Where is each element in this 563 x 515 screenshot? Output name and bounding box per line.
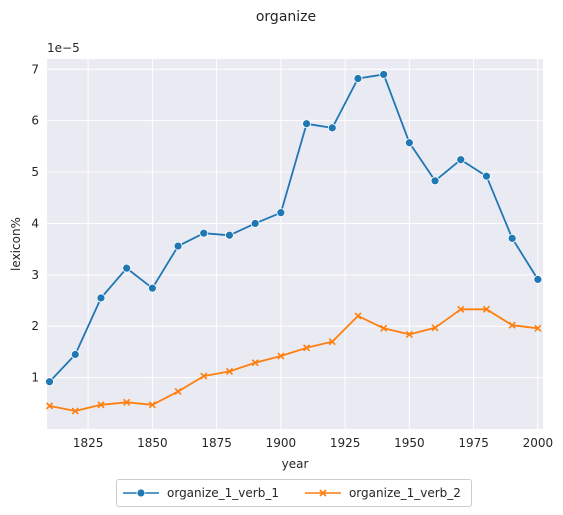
- data-point: [482, 305, 491, 313]
- y-tick-label: 2: [31, 319, 39, 333]
- data-point: [482, 171, 491, 181]
- y-tick-label: 5: [31, 165, 39, 179]
- x-tick-label: 1975: [458, 436, 489, 450]
- legend-circle-marker-icon: [123, 488, 159, 498]
- legend: organize_1_verb_1 organize_1_verb_2: [116, 479, 472, 507]
- data-point: [379, 70, 389, 79]
- data-point: [147, 283, 157, 293]
- x-tick-label: 1900: [266, 436, 297, 450]
- data-point: [174, 387, 182, 396]
- data-point: [200, 372, 208, 380]
- data-point: [533, 275, 543, 284]
- data-point: [45, 377, 54, 387]
- legend-label-series-1: organize_1_verb_1: [167, 486, 279, 500]
- legend-label-series-2: organize_1_verb_2: [348, 486, 461, 500]
- series-line: [49, 308, 539, 412]
- legend-item-series-2: organize_1_verb_2: [304, 486, 461, 500]
- y-multiplier-label: 1e−5: [47, 41, 80, 55]
- data-point: [328, 338, 336, 346]
- data-point: [534, 324, 542, 332]
- chart-title: organize: [256, 9, 316, 25]
- series-layer: [45, 70, 543, 415]
- x-tick-label: 2000: [523, 436, 554, 450]
- grid: [47, 59, 543, 429]
- y-axis-ticks: 1 2 3 4 5 6 7: [31, 62, 39, 384]
- x-tick-label: 1875: [201, 436, 232, 450]
- legend-item-series-1: organize_1_verb_1: [123, 486, 279, 500]
- data-point: [327, 123, 337, 133]
- data-point: [123, 398, 131, 406]
- y-axis-label: lexicon%: [9, 217, 23, 271]
- data-point: [507, 233, 517, 243]
- data-point: [225, 367, 234, 376]
- y-tick-label: 4: [31, 216, 39, 230]
- y-tick-label: 1: [31, 371, 39, 385]
- data-point: [122, 263, 132, 273]
- x-axis-ticks: 1825 1850 1875 1900 1925 1950 1975 2000: [73, 436, 553, 450]
- data-point: [225, 230, 234, 240]
- series-line: [48, 73, 539, 383]
- x-tick-label: 1850: [137, 436, 168, 450]
- data-point: [251, 359, 259, 367]
- data-point: [277, 352, 285, 360]
- data-point: [302, 119, 311, 129]
- legend-x-marker-icon: [304, 489, 341, 497]
- data-point: [404, 138, 414, 148]
- x-axis-label: year: [282, 457, 309, 471]
- data-point: [508, 321, 516, 329]
- data-point: [70, 350, 80, 359]
- y-tick-label: 7: [31, 62, 39, 76]
- data-point: [431, 324, 439, 332]
- data-point: [71, 407, 79, 415]
- y-tick-label: 6: [31, 114, 39, 128]
- x-tick-label: 1925: [330, 436, 361, 450]
- data-point: [457, 305, 465, 313]
- data-point: [353, 74, 363, 83]
- x-tick-label: 1950: [394, 436, 425, 450]
- data-point: [199, 228, 209, 238]
- data-point: [148, 401, 156, 409]
- data-point: [97, 401, 105, 409]
- series-1: [45, 70, 543, 387]
- data-point: [173, 241, 183, 251]
- data-point: [46, 402, 54, 410]
- data-point: [354, 312, 362, 320]
- plot-area: [47, 59, 543, 429]
- data-point: [276, 208, 286, 218]
- data-point: [456, 155, 466, 165]
- x-tick-label: 1825: [73, 436, 104, 450]
- data-point: [302, 344, 311, 352]
- y-tick-label: 3: [31, 268, 39, 282]
- data-point: [380, 324, 388, 332]
- data-point: [250, 219, 260, 228]
- data-point: [96, 293, 106, 303]
- series-2: [46, 305, 542, 415]
- data-point: [430, 176, 440, 186]
- data-point: [405, 330, 413, 339]
